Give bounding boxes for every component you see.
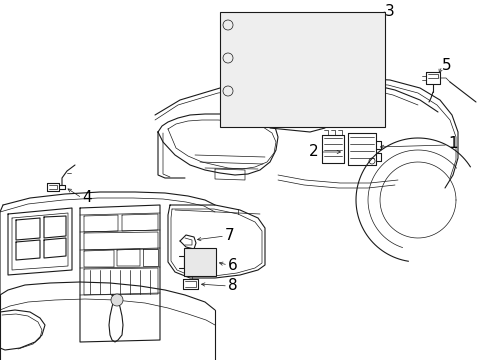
Bar [220, 12, 384, 127]
Text: 1: 1 [447, 135, 457, 150]
Text: 4: 4 [82, 190, 91, 206]
Text: 6: 6 [227, 257, 237, 273]
Circle shape [111, 294, 123, 306]
Text: 7: 7 [224, 228, 234, 243]
Text: 5: 5 [441, 58, 451, 72]
Bar [183, 248, 216, 276]
Text: 2: 2 [308, 144, 317, 159]
Text: 3: 3 [384, 4, 394, 19]
Text: 8: 8 [227, 279, 237, 293]
